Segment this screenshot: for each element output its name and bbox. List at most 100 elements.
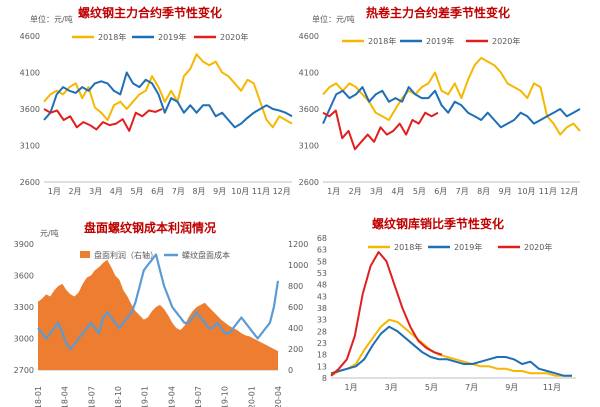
x-tick-label: 1月 bbox=[345, 383, 358, 392]
legend-label: 2019年 bbox=[158, 32, 186, 42]
x-tick-label: 8月 bbox=[192, 187, 205, 196]
right-y-tick-label: 800 bbox=[288, 282, 303, 291]
y-tick-label: 3100 bbox=[299, 142, 319, 151]
series-line-2018年 bbox=[322, 56, 581, 136]
x-tick-label: 18-04 bbox=[61, 386, 70, 407]
y-tick-label: 58 bbox=[317, 257, 327, 266]
x-tick-label: 18-01 bbox=[34, 386, 43, 407]
x-tick-label: 19-10 bbox=[221, 386, 230, 407]
series-line-2019年 bbox=[43, 71, 293, 129]
unit-label: 单位：元/吨 bbox=[312, 14, 355, 24]
right-y-tick-label: 1200 bbox=[288, 240, 308, 249]
y-tick-label: 4100 bbox=[20, 69, 40, 78]
x-tick-label: 3月 bbox=[385, 383, 398, 392]
chart-title: 螺纹钢库销比季节性变化 bbox=[372, 216, 504, 231]
x-tick-label: 18-07 bbox=[87, 386, 96, 407]
y-tick-label: 48 bbox=[317, 281, 327, 290]
x-tick-label: 19-04 bbox=[167, 386, 176, 407]
y-tick-label: 68 bbox=[317, 234, 327, 243]
unit-label: 单位：元/吨 bbox=[30, 14, 73, 24]
x-tick-label: 10月 bbox=[231, 187, 249, 196]
right-y-tick-label: 400 bbox=[288, 324, 303, 333]
chart-title: 热卷主力合约差季节性变化 bbox=[366, 5, 510, 20]
series-line-2019年 bbox=[330, 325, 572, 377]
x-tick-label: 3月 bbox=[89, 187, 102, 196]
y-tick-label: 2600 bbox=[299, 178, 319, 187]
cost-line bbox=[37, 253, 280, 351]
x-tick-label: 3月 bbox=[370, 187, 383, 196]
y-tick-label: 63 bbox=[317, 246, 327, 255]
left-y-tick-label: 2700 bbox=[14, 366, 34, 375]
y-tick-label: 43 bbox=[317, 292, 327, 301]
x-tick-label: 7月 bbox=[456, 187, 469, 196]
left-y-tick-label: 3600 bbox=[14, 272, 34, 281]
x-tick-label: 8月 bbox=[477, 187, 490, 196]
x-tick-label: 5月 bbox=[425, 383, 438, 392]
right-y-tick-label: 1000 bbox=[288, 261, 308, 270]
left-y-tick-label: 3900 bbox=[14, 240, 34, 249]
legend-label: 2018年 bbox=[368, 36, 396, 46]
y-tick-label: 4100 bbox=[299, 69, 319, 78]
x-tick-label: 7月 bbox=[465, 383, 478, 392]
x-tick-label: 9月 bbox=[213, 187, 226, 196]
y-tick-label: 3600 bbox=[20, 105, 40, 114]
series-line-2020年 bbox=[322, 109, 439, 151]
profit-area bbox=[38, 259, 278, 370]
x-tick-label: 20-04 bbox=[274, 386, 283, 407]
y-tick-label: 3100 bbox=[20, 142, 40, 151]
x-tick-label: 11月 bbox=[543, 383, 561, 392]
x-tick-label: 20-01 bbox=[247, 386, 256, 407]
x-tick-label: 4月 bbox=[391, 187, 404, 196]
y-tick-label: 28 bbox=[317, 327, 327, 336]
x-tick-label: 2月 bbox=[349, 187, 362, 196]
right-y-tick-label: 200 bbox=[288, 345, 303, 354]
chart-title: 螺纹钢主力合约季节性变化 bbox=[78, 5, 222, 20]
y-tick-label: 8 bbox=[322, 374, 327, 383]
y-tick-label: 33 bbox=[317, 316, 327, 325]
legend-swatch bbox=[80, 251, 90, 258]
x-tick-label: 1月 bbox=[48, 187, 61, 196]
series-line-2020年 bbox=[330, 251, 443, 377]
legend-label: 盘面利润（右轴） bbox=[94, 250, 158, 260]
chart-rebar_inventory_ratio: 螺纹钢库销比季节性变化 8 13 18 23 28 33 38 43 48 53 58 63 68 1月 3月… bbox=[317, 216, 576, 392]
legend-label: 2018年 bbox=[98, 32, 126, 42]
legend-label: 2019年 bbox=[426, 36, 454, 46]
x-tick-label: 10月 bbox=[517, 187, 535, 196]
left-y-tick-label: 3300 bbox=[14, 303, 34, 312]
y-tick-label: 23 bbox=[317, 339, 327, 348]
legend-label: 螺纹盘面成本 bbox=[182, 250, 230, 260]
x-tick-label: 9月 bbox=[498, 187, 511, 196]
x-tick-label: 5月 bbox=[130, 187, 143, 196]
chart-title: 盘面螺纹钢成本利润情况 bbox=[84, 220, 216, 235]
y-tick-label: 4600 bbox=[299, 32, 319, 41]
x-tick-label: 4月 bbox=[110, 187, 123, 196]
series-line-2018年 bbox=[43, 53, 293, 129]
x-tick-label: 18-10 bbox=[114, 386, 123, 407]
x-tick-label: 6月 bbox=[151, 187, 164, 196]
y-tick-label: 2600 bbox=[20, 178, 40, 187]
x-tick-label: 7月 bbox=[172, 187, 185, 196]
unit-label: 元/吨 bbox=[40, 228, 59, 238]
x-tick-label: 12月 bbox=[273, 187, 291, 196]
x-tick-label: 5月 bbox=[413, 187, 426, 196]
right-y-tick-label: 0 bbox=[288, 366, 293, 375]
x-tick-label: 11月 bbox=[252, 187, 270, 196]
x-tick-label: 9月 bbox=[505, 383, 518, 392]
legend-label: 2020年 bbox=[492, 36, 520, 46]
legend-label: 2020年 bbox=[220, 32, 248, 42]
legend-label: 2020年 bbox=[524, 242, 552, 252]
y-tick-label: 53 bbox=[317, 269, 327, 278]
x-tick-label: 6月 bbox=[434, 187, 447, 196]
y-tick-label: 13 bbox=[317, 362, 327, 371]
x-tick-label: 19-07 bbox=[194, 386, 203, 407]
x-tick-label: 11月 bbox=[539, 187, 557, 196]
x-tick-label: 1月 bbox=[327, 187, 340, 196]
x-tick-label: 2月 bbox=[68, 187, 81, 196]
legend-label: 2019年 bbox=[454, 242, 482, 252]
right-y-tick-label: 600 bbox=[288, 303, 303, 312]
y-tick-label: 38 bbox=[317, 304, 327, 313]
